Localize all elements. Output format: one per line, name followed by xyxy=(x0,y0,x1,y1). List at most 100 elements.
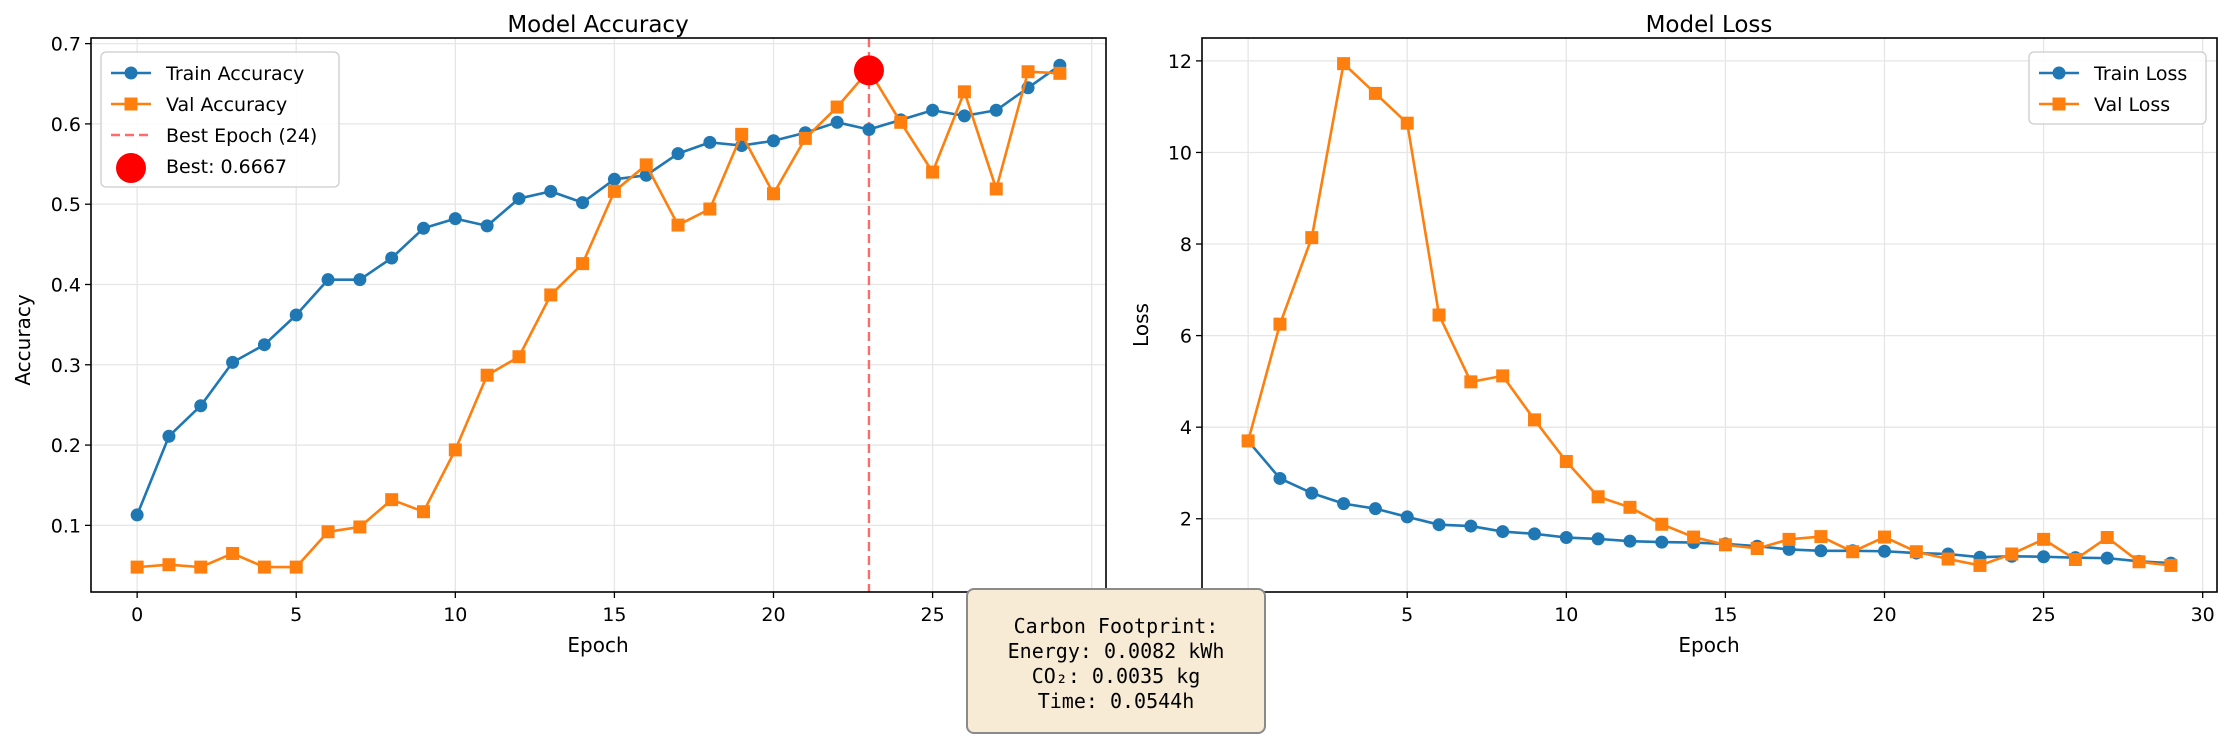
accuracy-y-axis-label: Accuracy xyxy=(11,294,35,385)
loss-point-0 xyxy=(1591,532,1605,546)
accuracy-point-1 xyxy=(448,443,462,457)
accuracy-y-tick-label: 0.7 xyxy=(51,34,81,56)
footprint-co2: CO₂: 0.0035 kg xyxy=(1031,664,1201,688)
loss-point-1 xyxy=(1750,542,1764,556)
loss-point-1 xyxy=(1528,413,1541,427)
accuracy-x-tick-label: 25 xyxy=(920,604,944,626)
loss-point-1 xyxy=(1782,532,1796,546)
accuracy-point-0 xyxy=(480,219,494,233)
accuracy-point-1 xyxy=(1021,65,1035,79)
accuracy-point-1 xyxy=(703,202,717,216)
accuracy-point-0 xyxy=(448,212,462,226)
accuracy-x-tick-label: 5 xyxy=(290,604,302,626)
loss-x-tick-label: 15 xyxy=(1713,604,1737,626)
accuracy-point-0 xyxy=(957,109,971,123)
loss-legend: Train Loss Val Loss xyxy=(2028,51,2207,125)
loss-y-tick-label: 10 xyxy=(1168,142,1192,164)
accuracy-point-1 xyxy=(957,85,971,99)
loss-series-line-1 xyxy=(1246,62,2172,567)
accuracy-point-0 xyxy=(512,192,526,206)
loss-legend-label: Val Loss xyxy=(2094,94,2170,116)
loss-point-1 xyxy=(1368,86,1382,100)
loss-point-0 xyxy=(1878,544,1891,558)
loss-chart-title: Model Loss xyxy=(1646,12,1773,38)
loss-point-1 xyxy=(1591,490,1605,504)
accuracy-point-1 xyxy=(830,100,844,114)
accuracy-point-1 xyxy=(639,158,653,172)
loss-point-1 xyxy=(2100,531,2114,545)
accuracy-point-1 xyxy=(130,560,144,574)
loss-point-1 xyxy=(1973,558,1987,572)
loss-y-tick-label: 6 xyxy=(1180,326,1192,348)
accuracy-point-0 xyxy=(767,134,780,148)
accuracy-point-0 xyxy=(385,251,399,265)
loss-legend-box xyxy=(2028,51,2207,125)
loss-point-1 xyxy=(1273,317,1287,331)
loss-point-0 xyxy=(1814,544,1828,558)
accuracy-point-1 xyxy=(385,493,399,507)
loss-x-tick-label: 25 xyxy=(2031,604,2055,626)
accuracy-point-1 xyxy=(289,560,303,574)
accuracy-y-tick-label: 0.5 xyxy=(51,194,81,216)
loss-legend-label: Train Loss xyxy=(2093,63,2187,85)
accuracy-point-0 xyxy=(576,196,590,210)
loss-y-tick-label: 8 xyxy=(1180,234,1192,256)
accuracy-y-tick-label: 0.4 xyxy=(51,274,81,296)
accuracy-point-1 xyxy=(544,288,558,302)
loss-point-1 xyxy=(1464,375,1478,389)
accuracy-point-0 xyxy=(544,184,558,198)
accuracy-point-1 xyxy=(257,560,271,574)
accuracy-point-1 xyxy=(735,127,749,141)
accuracy-legend-label: Val Accuracy xyxy=(166,94,287,116)
accuracy-legend-swatch-marker xyxy=(124,97,138,111)
accuracy-y-tick-label: 0.2 xyxy=(51,435,81,457)
accuracy-point-0 xyxy=(926,103,940,117)
accuracy-x-tick-label: 15 xyxy=(602,604,626,626)
loss-point-1 xyxy=(1846,545,1860,559)
loss-ticks: 05101520253024681012 xyxy=(1168,51,2215,626)
accuracy-plot-frame xyxy=(90,37,1107,593)
accuracy-point-0 xyxy=(989,103,1003,117)
accuracy-point-0 xyxy=(862,123,876,137)
loss-point-1 xyxy=(1909,545,1923,559)
loss-point-0 xyxy=(1368,502,1382,516)
loss-y-axis-label: Loss xyxy=(1129,303,1153,347)
loss-point-0 xyxy=(1655,535,1669,549)
loss-point-1 xyxy=(1814,530,1828,544)
accuracy-point-1 xyxy=(989,182,1003,196)
loss-point-1 xyxy=(2005,547,2019,561)
accuracy-point-0 xyxy=(257,338,271,352)
accuracy-point-0 xyxy=(226,355,240,369)
footprint-energy: Energy: 0.0082 kWh xyxy=(1007,639,1225,663)
loss-x-tick-label: 5 xyxy=(1401,604,1413,626)
loss-y-tick-label: 4 xyxy=(1180,417,1192,439)
loss-point-1 xyxy=(1878,530,1891,544)
loss-point-0 xyxy=(1305,486,1319,500)
accuracy-point-1 xyxy=(417,505,430,519)
accuracy-series xyxy=(130,38,1067,592)
accuracy-legend: Train Accuracy Val Accuracy Best Epoch (24… xyxy=(100,51,340,188)
loss-point-1 xyxy=(1687,530,1701,544)
accuracy-point-1 xyxy=(226,546,240,560)
accuracy-x-axis-label: Epoch xyxy=(567,633,628,657)
accuracy-point-0 xyxy=(671,147,685,161)
loss-point-1 xyxy=(1305,231,1319,245)
accuracy-y-tick-label: 0.6 xyxy=(51,114,81,136)
footprint-title: Carbon Footprint: xyxy=(1013,614,1219,638)
loss-point-1 xyxy=(1337,57,1351,71)
loss-y-tick-label: 12 xyxy=(1168,51,1192,73)
accuracy-point-0 xyxy=(162,429,176,443)
accuracy-point-1 xyxy=(1053,66,1067,80)
accuracy-point-1 xyxy=(926,165,940,179)
loss-point-0 xyxy=(1400,510,1414,524)
best-marker xyxy=(853,55,884,86)
accuracy-point-1 xyxy=(194,560,208,574)
accuracy-point-0 xyxy=(830,115,844,129)
loss-point-0 xyxy=(1464,519,1478,533)
loss-x-tick-label: 10 xyxy=(1554,604,1578,626)
loss-point-1 xyxy=(2037,532,2051,546)
loss-x-tick-label: 30 xyxy=(2191,604,2215,626)
accuracy-point-0 xyxy=(321,273,335,287)
loss-point-1 xyxy=(1718,538,1732,552)
accuracy-point-1 xyxy=(607,184,621,198)
